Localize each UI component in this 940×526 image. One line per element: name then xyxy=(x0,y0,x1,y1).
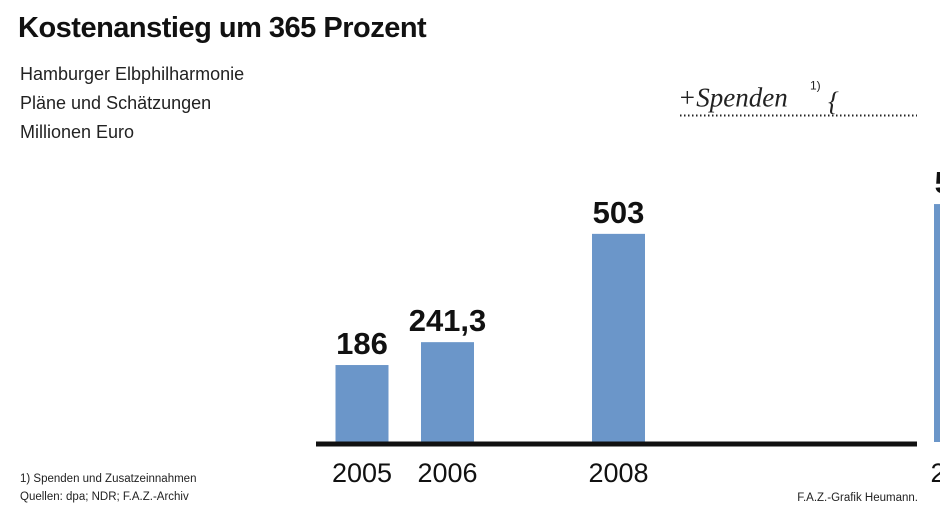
subtitle-line-3: Millionen Euro xyxy=(20,122,135,142)
credit: F.A.Z.-Grafik Heumann. xyxy=(797,492,918,504)
subtitle-line-2: Pläne und Schätzungen xyxy=(20,93,212,113)
subtitle-line-1: Hamburger Elbphilharmonie xyxy=(20,64,245,84)
bar-2006 xyxy=(421,342,474,442)
value-label-2008: 503 xyxy=(593,195,645,230)
value-label-2012: 575 xyxy=(935,165,940,200)
sources: Quellen: dpa; NDR; F.A.Z.-Archiv xyxy=(20,491,189,503)
x-tick-label-2006: 2006 xyxy=(417,458,477,488)
bar-2008 xyxy=(592,233,645,442)
value-label-2006: 241,3 xyxy=(409,303,487,338)
bar-2012 xyxy=(934,204,940,442)
spenden-brace: { xyxy=(828,87,839,117)
x-tick-label-2008: 2008 xyxy=(588,458,648,488)
x-tick-label-2012: 2012 xyxy=(930,458,940,488)
x-tick-label-2005: 2005 xyxy=(332,458,392,488)
chart-title: Kostenanstieg um 365 Prozent xyxy=(18,12,427,44)
value-label-2005: 186 xyxy=(336,326,388,361)
spenden-label: +Spenden xyxy=(678,83,788,113)
footnote: 1) Spenden und Zusatzeinnahmen xyxy=(20,473,197,485)
bar-2005 xyxy=(335,365,389,442)
spenden-footnote-marker: 1) xyxy=(810,79,821,93)
